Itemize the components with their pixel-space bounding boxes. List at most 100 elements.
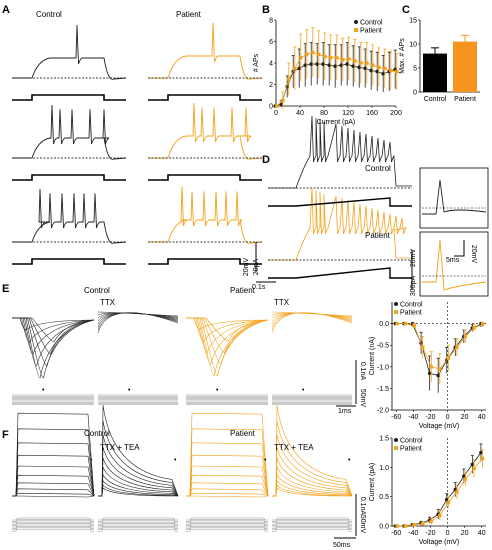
b-chart: 0 40 80 120 160 200 0 2 4 6 8 Current (pA) # APs Cont… [253,18,402,127]
panel-letter-e: E [2,283,9,295]
f-iv-series-1-point-1 [403,524,408,528]
f-iv-series-0-point-9 [470,462,475,467]
e-control-na-sweep-6 [12,317,95,379]
e-patient-na-sweep-1 [186,317,269,330]
b-series-1-point-7 [317,52,321,57]
e-iv-x-tick-label-4: 20 [461,414,469,421]
panel-letter-c: C [402,4,410,16]
a-control-trace-2 [12,104,127,160]
a-control-trace-1 [12,24,127,80]
f-step-protocol-1-6 [12,524,94,528]
f-control-k-sweep-9 [12,428,95,497]
e-iv-x-tick-label-3: 0 [446,414,450,421]
b-series-1-point-20 [395,69,399,74]
e-control-ttx-sweep-1 [97,311,179,317]
e-iv-series-0-point-4 [427,371,432,376]
f-iv-x-tick-label-1: -40 [408,530,418,537]
e-iv-series-1-point-5 [438,367,442,371]
e-patient-na-sweep-8 [186,317,269,354]
f-ttx-label-patient: TTX + TEA [274,443,314,452]
e-iv-series-1-point-10 [480,322,485,327]
f-iv-series-1-point-8 [463,477,468,481]
d-inset-scale-bar [454,240,465,257]
b-legend-label-0: Control [360,20,383,27]
b-series-0-point-4 [297,66,302,71]
b-series-1-point-15 [365,61,369,65]
b-x-tick-label-5: 200 [390,110,402,117]
f-iv-series-1-point-4 [429,519,433,524]
f-scale-i: 0.1nA [359,497,366,516]
e-iv-series-1-point-2 [412,324,416,328]
f-iv-series-0-point-10 [479,450,483,455]
d-inset-scale-v: 20mV [470,245,477,264]
e-iv-y-tick-label-4: 0.0 [379,321,389,328]
a-patient-trace-3 [148,186,263,244]
a-scale-v: 20mV [243,258,250,277]
e-iv-series-1-point-3 [421,345,425,350]
f-step-protocol-4-2 [272,519,352,522]
f-control-ttx-tea-sweep-10 [98,405,179,497]
f-step-protocol-2-5 [98,523,178,526]
e-scale-t: 1ms [338,408,352,415]
f-step-protocol-4-3 [272,520,352,523]
f-iv-legend-label-1: Patient [400,446,422,453]
f-step-protocol-4-1 [272,517,352,521]
e-iv-y-tick-label-1: -1.5 [377,386,389,393]
f-patient-k-sweep-3 [186,488,269,497]
f-iv-series-1-point-6 [446,500,451,505]
panel-labels: A B C D E F Control Patient 20mV 20pA 0.… [2,4,477,549]
e-scale-v: 50mV [359,389,366,408]
e-iv-series-1-point-1 [403,321,408,326]
a-patient-step-3 [148,258,262,265]
b-series-1-point-2 [287,77,291,81]
e-patient-na-sweep-6 [186,317,269,377]
b-x-tick-label-1: 40 [296,110,304,117]
a-patient-step-2 [148,174,262,181]
f-control-k-sweep-3 [12,488,95,497]
f-step-protocol-3-5 [186,523,268,526]
a-control-step-1 [12,94,126,101]
f-patient-label: Patient [230,429,256,438]
d-patient-ramp [268,267,412,279]
e-ttx-label-control: TTX [100,298,116,307]
e-patient-ttx-sweep-8 [271,312,353,334]
e-patient-na-sweep-7 [186,317,269,365]
f-step-protocol-3-2 [186,519,268,522]
b-series-0-point-15 [363,66,368,71]
d-scale-v: 20mV [410,249,417,268]
f-iv-y-tick-label-3: 1.5 [379,436,389,443]
f-iv-ylabel: Current (pA) [369,463,376,502]
a-control-step-3 [12,258,126,265]
b-xlabel: Current (pA) [317,119,356,126]
b-ylabel: # APs [253,53,260,72]
b-series-0-point-12 [345,62,350,66]
f-patient-k-sweep-10 [186,412,269,497]
f-stimulus-dot-1: • [90,457,93,464]
f-step-protocol-3-4 [186,522,268,525]
e-iv-legend-label-0: Control [400,302,423,309]
e-control-na-sweep-8 [12,317,95,355]
b-series-1-point-11 [341,58,345,62]
e-patient-ttx-sweep-1 [271,311,353,317]
f-patient-k-sweep-8 [186,442,269,497]
f-step-protocol-1-9 [12,529,94,532]
b-series-0-point-16 [369,68,374,73]
e-iv-x-tick-label-0: -60 [391,414,401,421]
f-step-protocol-3-9 [186,529,268,532]
f-step-protocol-3-1 [186,517,268,521]
e-iv-legend-marker-0 [394,302,398,306]
b-series-0-point-10 [333,64,338,69]
f-patient-ttx-tea-sweep-10 [272,405,353,497]
b-series-1-point-8 [323,54,327,59]
e-patient-label: Patient [230,286,256,295]
b-series-1-point-14 [359,61,363,65]
f-control-k-sweep-8 [12,442,95,497]
f-patient-k-sweep-9 [186,428,269,497]
b-series-1-point-3 [293,66,297,71]
f-scale-bar [334,494,357,539]
f-step-protocol-1-1 [12,517,94,521]
f-step-protocol-4-5 [272,523,352,526]
panel-letter-b: B [262,4,270,16]
f-patient-k-sweep-2 [186,492,269,497]
f-ttx-label-control: TTX + TEA [100,443,140,452]
